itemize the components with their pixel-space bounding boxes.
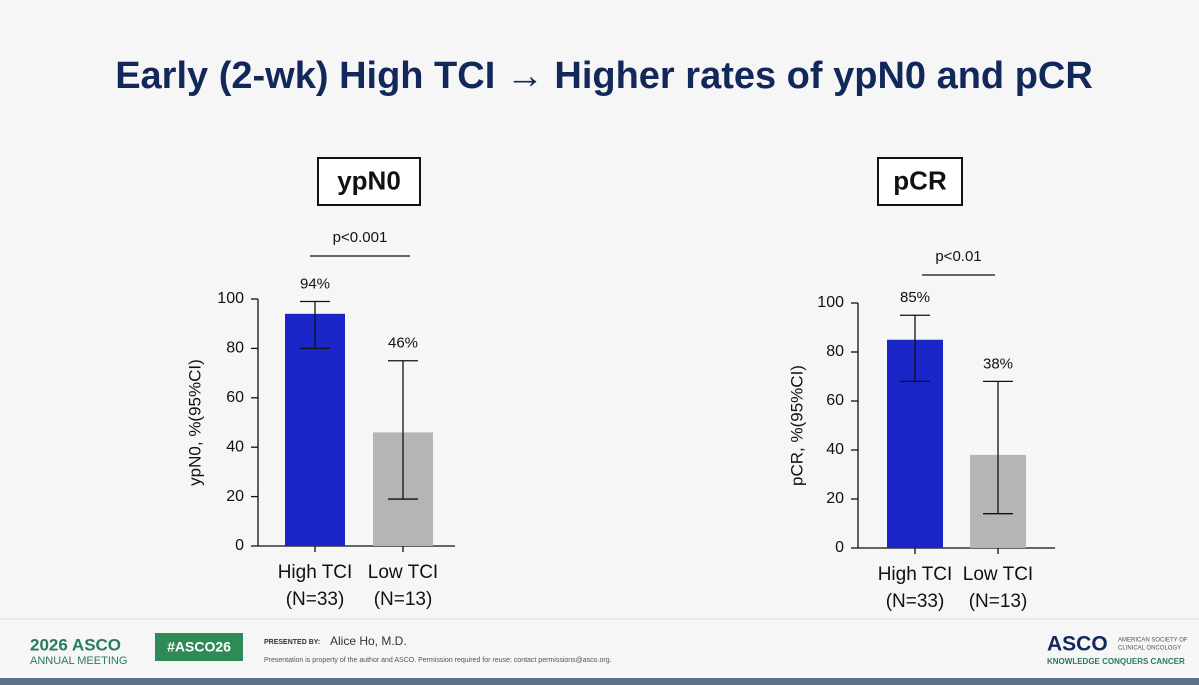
y-tick-label: 0 (235, 537, 244, 554)
notice: Presentation is property of the author a… (264, 657, 612, 664)
y-tick-label: 80 (226, 340, 244, 357)
org-full: CLINICAL ONCOLOGY (1118, 646, 1181, 652)
annotation: p<0.001 (333, 229, 388, 246)
slide-title: Early (2-wk) High TCI → Higher rates of … (115, 55, 1093, 97)
value-label: 46% (388, 335, 418, 352)
y-tick-label: 40 (826, 441, 844, 458)
y-tick-label: 80 (826, 343, 844, 360)
y-tick-label: 60 (826, 392, 844, 409)
y-axis-label: pCR, %(95%CI) (787, 365, 806, 486)
hashtag: #ASCO26 (167, 639, 231, 655)
x-tick-label: Low TCI (368, 562, 438, 583)
value-label: 94% (300, 275, 330, 292)
bottom-band (0, 678, 1199, 685)
meeting-name: ANNUAL MEETING (30, 655, 127, 667)
hashtag-box (155, 633, 243, 661)
x-tick-note: (N=13) (374, 589, 433, 610)
x-tick-note: (N=33) (286, 589, 345, 610)
org: ASCO (1047, 633, 1108, 656)
y-tick-label: 100 (217, 290, 244, 307)
y-tick-label: 20 (826, 490, 844, 507)
y-tick-label: 40 (226, 438, 244, 455)
y-tick-label: 60 (226, 389, 244, 406)
chart-title: ypN0 (337, 165, 401, 195)
annotation: p<0.01 (935, 248, 981, 265)
x-tick-note: (N=33) (886, 591, 945, 612)
x-tick-note: (N=13) (969, 591, 1028, 612)
value-label: 85% (900, 289, 930, 306)
x-tick-label: High TCI (278, 562, 353, 583)
presenter: Alice Ho, M.D. (330, 634, 407, 648)
chart-title-box (317, 157, 421, 206)
chart-title: pCR (893, 165, 947, 195)
bar (285, 313, 345, 546)
tagline: KNOWLEDGE CONQUERS CANCER (1047, 657, 1185, 666)
x-tick-label: High TCI (878, 564, 953, 585)
value-label: 38% (983, 355, 1013, 372)
y-axis-label: ypN0, %(95%CI) (185, 359, 204, 486)
presented-by: PRESENTED BY: (264, 639, 320, 646)
y-tick-label: 0 (835, 539, 844, 556)
chart-title-box (877, 157, 963, 206)
org-full: AMERICAN SOCIETY OF (1118, 638, 1188, 644)
y-tick-label: 20 (226, 488, 244, 505)
y-tick-label: 100 (817, 294, 844, 311)
meeting-year: 2026 ASCO (30, 635, 121, 654)
x-tick-label: Low TCI (963, 564, 1033, 585)
